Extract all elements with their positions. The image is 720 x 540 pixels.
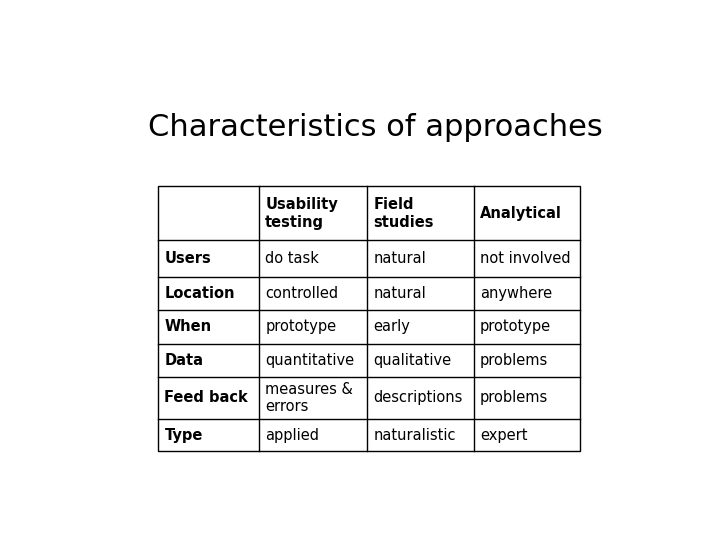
Text: quantitative: quantitative (265, 353, 354, 368)
Text: qualitative: qualitative (374, 353, 451, 368)
Text: natural: natural (374, 251, 426, 266)
Text: applied: applied (265, 428, 319, 443)
Text: Usability
testing: Usability testing (265, 197, 338, 230)
Text: Location: Location (164, 286, 235, 301)
Text: prototype: prototype (480, 319, 551, 334)
Text: Characteristics of approaches: Characteristics of approaches (148, 112, 603, 141)
Text: When: When (164, 319, 212, 334)
Text: measures &
errors: measures & errors (265, 382, 353, 414)
Text: controlled: controlled (265, 286, 338, 301)
Text: naturalistic: naturalistic (374, 428, 456, 443)
Text: Field
studies: Field studies (374, 197, 434, 230)
Text: Type: Type (164, 428, 203, 443)
Text: Analytical: Analytical (480, 206, 562, 221)
Text: Users: Users (164, 251, 211, 266)
Text: not involved: not involved (480, 251, 570, 266)
Bar (158, 186, 580, 451)
Text: Feed back: Feed back (164, 390, 248, 406)
Text: anywhere: anywhere (480, 286, 552, 301)
Text: Data: Data (164, 353, 204, 368)
Text: problems: problems (480, 353, 548, 368)
Text: prototype: prototype (265, 319, 336, 334)
Text: descriptions: descriptions (374, 390, 463, 406)
Text: expert: expert (480, 428, 527, 443)
Text: problems: problems (480, 390, 548, 406)
Text: early: early (374, 319, 410, 334)
Text: natural: natural (374, 286, 426, 301)
Text: do task: do task (265, 251, 319, 266)
